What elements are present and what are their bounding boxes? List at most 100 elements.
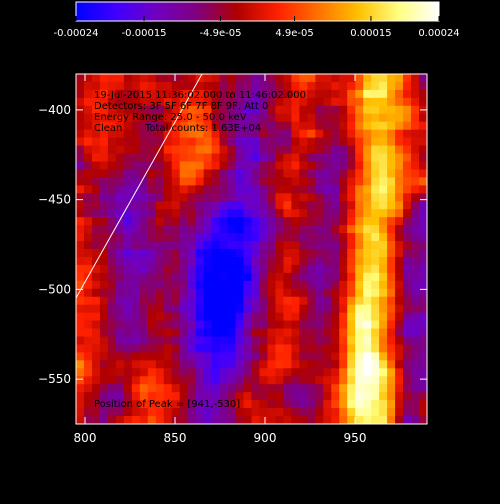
heatmap-cell bbox=[91, 400, 101, 409]
heatmap-cell bbox=[219, 288, 229, 298]
heatmap-cell bbox=[83, 105, 93, 115]
heatmap-cell bbox=[275, 153, 285, 163]
heatmap-cell bbox=[355, 89, 364, 99]
heatmap-cell bbox=[171, 161, 181, 171]
heatmap-cell bbox=[227, 296, 237, 306]
heatmap-cell bbox=[123, 177, 133, 186]
heatmap-cell bbox=[155, 328, 165, 338]
heatmap-cell bbox=[347, 344, 356, 354]
heatmap-cell bbox=[403, 328, 412, 338]
heatmap-cell bbox=[179, 169, 189, 179]
heatmap-cell bbox=[163, 81, 173, 91]
heatmap-cell bbox=[251, 193, 261, 202]
heatmap-cell bbox=[99, 264, 109, 274]
heatmap-cell bbox=[155, 312, 165, 322]
heatmap-cell bbox=[115, 201, 125, 210]
heatmap-cell bbox=[107, 217, 117, 226]
heatmap-cell bbox=[203, 280, 213, 290]
heatmap-cell bbox=[76, 161, 85, 171]
heatmap-cell bbox=[211, 352, 221, 361]
heatmap-cell bbox=[347, 74, 356, 83]
heatmap-cell bbox=[155, 408, 165, 417]
heatmap-cell bbox=[267, 177, 277, 186]
heatmap-cell bbox=[387, 280, 396, 290]
heatmap-cell bbox=[419, 201, 427, 210]
heatmap-cell bbox=[259, 137, 269, 147]
heatmap-cell bbox=[107, 400, 117, 409]
heatmap-cell bbox=[323, 296, 332, 306]
heatmap-cell bbox=[171, 296, 181, 306]
heatmap-cell bbox=[331, 408, 340, 417]
heatmap-cell bbox=[331, 416, 340, 424]
heatmap-cell bbox=[139, 328, 149, 338]
heatmap-cell bbox=[91, 137, 101, 147]
heatmap-cell bbox=[259, 177, 269, 186]
heatmap-cell bbox=[147, 360, 157, 369]
heatmap-cell bbox=[171, 105, 181, 115]
heatmap-cell bbox=[83, 217, 93, 226]
heatmap-cell bbox=[203, 161, 213, 171]
heatmap-cell bbox=[179, 392, 189, 401]
heatmap-cell bbox=[195, 384, 205, 393]
heatmap-cell bbox=[219, 312, 229, 322]
heatmap-cell bbox=[411, 161, 420, 171]
heatmap-cell bbox=[275, 408, 285, 417]
heatmap-cell bbox=[131, 256, 141, 266]
colorbar-tick-label: 4.9e-05 bbox=[275, 28, 313, 39]
heatmap-cell bbox=[371, 400, 380, 409]
heatmap-cell bbox=[419, 328, 427, 338]
heatmap-cell bbox=[267, 376, 277, 385]
heatmap-cell bbox=[283, 384, 292, 393]
heatmap-cell bbox=[163, 400, 173, 409]
heatmap-cell bbox=[379, 296, 388, 306]
heatmap-cell bbox=[123, 288, 133, 298]
heatmap-cell bbox=[219, 161, 229, 171]
heatmap-cell bbox=[355, 376, 364, 385]
heatmap-cell bbox=[291, 392, 300, 401]
heatmap-cell bbox=[419, 352, 427, 361]
heatmap-cell bbox=[83, 384, 93, 393]
heatmap-cell bbox=[331, 256, 340, 266]
heatmap-cell bbox=[267, 336, 277, 346]
heatmap-cell bbox=[315, 145, 324, 155]
heatmap-cell bbox=[187, 74, 197, 83]
heatmap-cell bbox=[363, 185, 372, 194]
heatmap-cell bbox=[251, 97, 261, 107]
heatmap-cell bbox=[91, 288, 101, 298]
heatmap-cell bbox=[363, 328, 372, 338]
heatmap-cell bbox=[411, 352, 420, 361]
info-detectors: Detectors: 3F 5F 6F 7F 8F 9F, Att 0 bbox=[94, 101, 268, 112]
heatmap-cell bbox=[339, 312, 348, 322]
heatmap-cell bbox=[387, 169, 396, 179]
heatmap-cell bbox=[379, 201, 388, 210]
heatmap-cell bbox=[411, 280, 420, 290]
heatmap-cell bbox=[283, 408, 292, 417]
heatmap-cell bbox=[243, 328, 253, 338]
heatmap-cell bbox=[299, 249, 308, 258]
heatmap-cell bbox=[387, 233, 396, 242]
heatmap-cell bbox=[243, 264, 253, 274]
heatmap-cell bbox=[379, 153, 388, 163]
heatmap-cell bbox=[299, 121, 308, 131]
heatmap-cell bbox=[147, 408, 157, 417]
heatmap-cell bbox=[219, 89, 229, 99]
heatmap-cell bbox=[147, 312, 157, 322]
heatmap-cell bbox=[275, 129, 285, 139]
heatmap-cell bbox=[131, 129, 141, 139]
heatmap-cell bbox=[147, 145, 157, 155]
heatmap-cell bbox=[83, 280, 93, 290]
heatmap-cell bbox=[331, 81, 340, 91]
heatmap-cell bbox=[203, 105, 213, 115]
x-tick-label: 850 bbox=[164, 431, 187, 445]
heatmap-cell bbox=[76, 296, 85, 306]
heatmap-cell bbox=[235, 272, 245, 282]
heatmap-cell bbox=[83, 169, 93, 179]
heatmap-cell bbox=[243, 360, 253, 369]
heatmap-cell bbox=[419, 169, 427, 179]
heatmap-cell bbox=[331, 376, 340, 385]
heatmap-cell bbox=[251, 400, 261, 409]
heatmap-cell bbox=[363, 256, 372, 266]
heatmap-cell bbox=[195, 272, 205, 282]
heatmap-cell bbox=[235, 304, 245, 314]
heatmap-cell bbox=[259, 280, 269, 290]
